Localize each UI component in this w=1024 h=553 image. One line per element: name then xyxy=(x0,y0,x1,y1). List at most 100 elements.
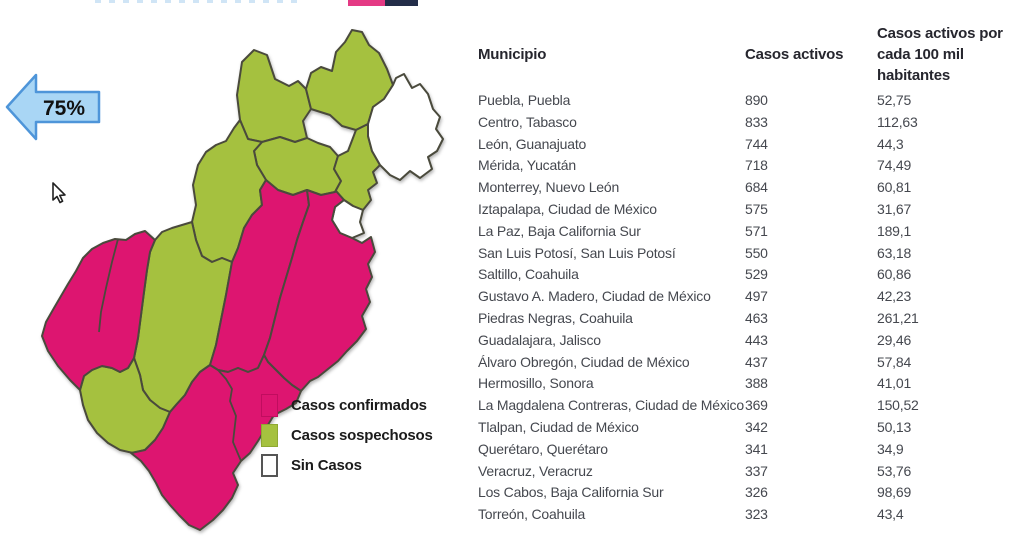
cell-municipio: La Paz, Baja California Sur xyxy=(478,222,641,239)
map-border-line xyxy=(217,369,242,462)
table-row: Torreón, Coahuila 323 43,4 xyxy=(478,504,1022,526)
active-cases-table: Municipio Casos activos Casos activos po… xyxy=(478,22,1022,526)
map-region-confirmed[interactable] xyxy=(263,189,376,392)
cell-municipio: Hermosillo, Sonora xyxy=(478,375,594,392)
table-row: San Luis Potosí, San Luis Potosí 550 63,18 xyxy=(478,243,1022,265)
cell-tasa: 42,23 xyxy=(877,288,912,305)
percentage-label: 75% xyxy=(43,97,85,120)
table-row: León, Guanajuato 744 44,3 xyxy=(478,134,1022,156)
cell-casos: 571 xyxy=(745,222,768,239)
cell-municipio: Gustavo A. Madero, Ciudad de México xyxy=(478,288,711,305)
map-region-suspected[interactable] xyxy=(305,29,394,131)
cell-casos: 718 xyxy=(745,157,768,174)
cell-municipio: Los Cabos, Baja California Sur xyxy=(478,484,664,501)
cell-casos: 341 xyxy=(745,440,768,457)
cell-casos: 497 xyxy=(745,288,768,305)
table-row: Saltillo, Coahuila 529 60,86 xyxy=(478,264,1022,286)
cell-casos: 833 xyxy=(745,113,768,130)
table-row: Mérida, Yucatán 718 74,49 xyxy=(478,155,1022,177)
cell-tasa: 31,67 xyxy=(877,200,912,217)
cell-casos: 323 xyxy=(745,506,768,523)
table-row: Álvaro Obregón, Ciudad de México 437 57,84 xyxy=(478,352,1022,374)
cell-municipio: San Luis Potosí, San Luis Potosí xyxy=(478,244,676,261)
table-body: Puebla, Puebla 890 52,75 Centro, Tabasco 833… xyxy=(478,90,1022,526)
cell-tasa: 189,1 xyxy=(877,222,912,239)
legend-label: Casos confirmados xyxy=(291,397,427,414)
cell-tasa: 29,46 xyxy=(877,331,912,348)
cell-tasa: 60,81 xyxy=(877,179,912,196)
cell-municipio: La Magdalena Contreras, Ciudad de México xyxy=(478,397,744,414)
table-row: Centro, Tabasco 833 112,63 xyxy=(478,112,1022,134)
cell-tasa: 43,4 xyxy=(877,506,904,523)
table-row: Gustavo A. Madero, Ciudad de México 497 42… xyxy=(478,286,1022,308)
cell-municipio: Veracruz, Veracruz xyxy=(478,462,593,479)
cell-casos: 437 xyxy=(745,353,768,370)
cell-casos: 463 xyxy=(745,309,768,326)
col-header-tasa: Casos activos por cada 100 mil habitante… xyxy=(877,24,1003,84)
cell-tasa: 63,18 xyxy=(877,244,912,261)
table-row: La Magdalena Contreras, Ciudad de México… xyxy=(478,395,1022,417)
cell-casos: 684 xyxy=(745,179,768,196)
cell-municipio: Torreón, Coahuila xyxy=(478,506,586,523)
col-header-casos-activos: Casos activos xyxy=(745,45,844,63)
cutoff-legend-bar-navy xyxy=(385,0,418,6)
left-arrow-icon: 75% xyxy=(5,73,101,141)
table-row: Puebla, Puebla 890 52,75 xyxy=(478,90,1022,112)
map-border-line xyxy=(98,238,119,333)
legend-swatch-suspected-icon xyxy=(261,424,278,447)
legend-item-suspected: Casos sospechosos xyxy=(261,423,433,448)
cell-casos: 369 xyxy=(745,397,768,414)
percentage-arrow-callout: 75% xyxy=(4,68,104,148)
cell-municipio: Álvaro Obregón, Ciudad de México xyxy=(478,353,690,370)
cell-tasa: 41,01 xyxy=(877,375,912,392)
table-row: La Paz, Baja California Sur 571 189,1 xyxy=(478,221,1022,243)
map-region-suspected[interactable] xyxy=(236,49,312,143)
table-row: Hermosillo, Sonora 388 41,01 xyxy=(478,373,1022,395)
legend-swatch-none-icon xyxy=(261,454,278,477)
cell-tasa: 57,84 xyxy=(877,353,912,370)
cell-tasa: 44,3 xyxy=(877,135,904,152)
cell-municipio: Centro, Tabasco xyxy=(478,113,577,130)
cell-tasa: 53,76 xyxy=(877,462,912,479)
legend-swatch-confirmed-icon xyxy=(261,394,278,417)
cell-municipio: Guadalajara, Jalisco xyxy=(478,331,601,348)
cell-municipio: Querétaro, Querétaro xyxy=(478,440,608,457)
cell-tasa: 34,9 xyxy=(877,440,904,457)
table-row: Piedras Negras, Coahuila 463 261,21 xyxy=(478,308,1022,330)
cell-municipio: León, Guanajuato xyxy=(478,135,587,152)
table-row: Tlalpan, Ciudad de México 342 50,13 xyxy=(478,417,1022,439)
map-region-confirmed[interactable] xyxy=(130,354,302,531)
cell-municipio: Puebla, Puebla xyxy=(478,92,571,108)
cell-casos: 744 xyxy=(745,135,768,152)
cell-casos: 575 xyxy=(745,200,768,217)
cell-casos: 326 xyxy=(745,484,768,501)
cell-casos: 550 xyxy=(745,244,768,261)
table-row: Los Cabos, Baja California Sur 326 98,69 xyxy=(478,482,1022,504)
col-header-municipio: Municipio xyxy=(478,45,547,63)
legend-label: Casos sospechosos xyxy=(291,427,433,444)
cell-municipio: Piedras Negras, Coahuila xyxy=(478,309,633,326)
legend-item-confirmed: Casos confirmados xyxy=(261,393,433,418)
map-region-confirmed[interactable] xyxy=(41,230,156,391)
queretaro-municipios-map xyxy=(0,0,460,548)
table-row: Querétaro, Querétaro 341 34,9 xyxy=(478,439,1022,461)
cell-tasa: 74,49 xyxy=(877,157,912,174)
legend-item-none: Sin Casos xyxy=(261,453,433,478)
cell-municipio: Iztapalapa, Ciudad de México xyxy=(478,200,657,217)
table-row: Monterrey, Nuevo León 684 60,81 xyxy=(478,177,1022,199)
cutoff-text-remnant xyxy=(95,0,305,3)
legend-label: Sin Casos xyxy=(291,457,362,474)
cell-casos: 443 xyxy=(745,331,768,348)
cell-municipio: Saltillo, Coahuila xyxy=(478,266,579,283)
table-row: Iztapalapa, Ciudad de México 575 31,67 xyxy=(478,199,1022,221)
cell-tasa: 98,69 xyxy=(877,484,912,501)
table-row: Guadalajara, Jalisco 443 29,46 xyxy=(478,330,1022,352)
cell-municipio: Tlalpan, Ciudad de México xyxy=(478,418,639,435)
cell-tasa: 50,13 xyxy=(877,418,912,435)
cell-municipio: Mérida, Yucatán xyxy=(478,157,576,174)
table-row: Veracruz, Veracruz 337 53,76 xyxy=(478,461,1022,483)
cell-tasa: 150,52 xyxy=(877,397,919,414)
map-region-nocases[interactable] xyxy=(367,73,444,181)
cell-tasa: 112,63 xyxy=(877,113,918,130)
cell-tasa: 52,75 xyxy=(877,92,912,108)
